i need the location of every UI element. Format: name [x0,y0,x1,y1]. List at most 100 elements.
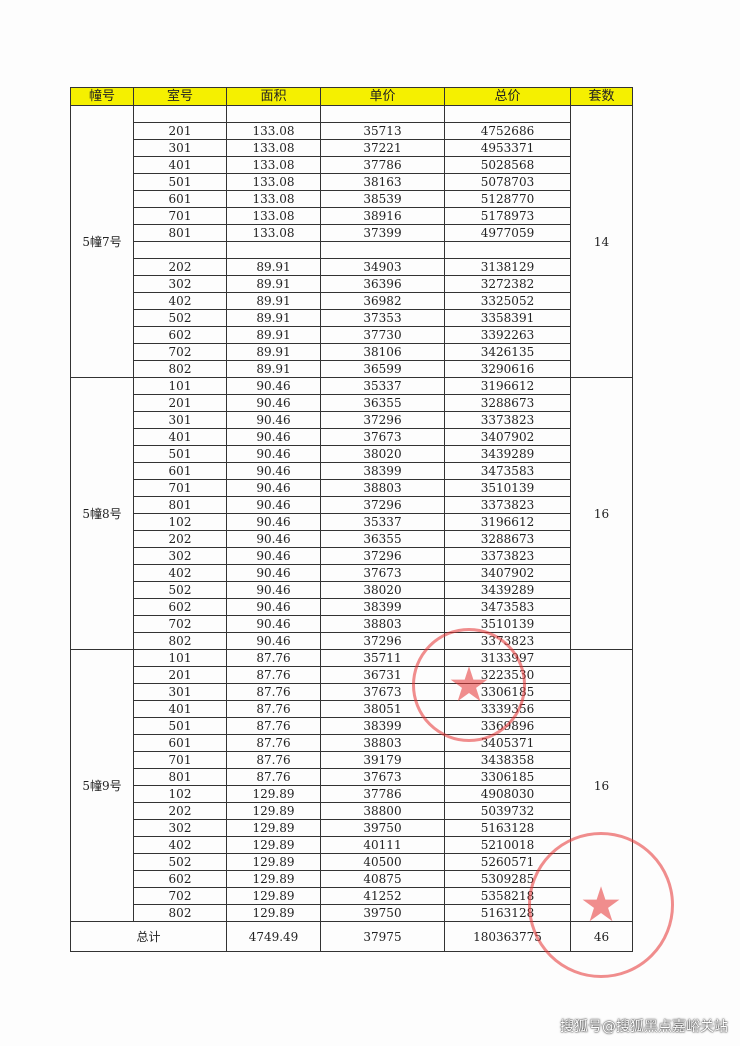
room-cell: 201 [133,122,227,140]
unit-price-cell: 38051 [320,700,445,718]
room-cell: 201 [133,394,227,412]
area-cell: 133.08 [226,122,321,140]
room-cell: 802 [133,632,227,650]
unit-price-cell: 34903 [320,258,445,276]
total-area: 4749.49 [226,921,321,952]
room-cell: 301 [133,139,227,157]
table-row: 402 89.91 36982 3325052 [71,292,633,310]
unit-price-cell: 37399 [320,224,445,242]
room-cell: 402 [133,564,227,582]
unit-price-cell: 36982 [320,292,445,310]
unit-price-cell: 40500 [320,853,445,871]
table-row: 302 90.46 37296 3373823 [71,547,633,565]
total-price-cell: 3373823 [444,496,571,514]
room-cell [133,241,227,259]
table-row: 701 90.46 38803 3510139 [71,479,633,497]
area-cell: 90.46 [226,615,321,633]
total-price-cell: 3439289 [444,445,571,463]
area-cell: 133.08 [226,224,321,242]
room-cell: 701 [133,207,227,225]
room-cell: 801 [133,768,227,786]
total-price-cell: 3325052 [444,292,571,310]
room-cell: 101 [133,377,227,395]
header-total-price: 总价 [444,87,571,106]
unit-price-cell [320,105,445,123]
building-cell: 5幢9号 [70,649,134,922]
table-row: 402 129.89 40111 5210018 [71,836,633,854]
area-cell: 133.08 [226,156,321,174]
total-price-cell: 3272382 [444,275,571,293]
room-cell: 502 [133,309,227,327]
table-row: 301 90.46 37296 3373823 [71,411,633,429]
unit-price-cell: 37730 [320,326,445,344]
total-price-cell: 4752686 [444,122,571,140]
unit-price-cell: 39750 [320,819,445,837]
unit-price-cell: 38106 [320,343,445,361]
table-row: 501 90.46 38020 3439289 [71,445,633,463]
total-price-cell: 3373823 [444,632,571,650]
unit-price-cell: 38803 [320,479,445,497]
total-price-cell: 3473583 [444,598,571,616]
room-cell: 302 [133,275,227,293]
table-row: 301 133.08 37221 4953371 [71,139,633,157]
unit-price-cell: 37673 [320,564,445,582]
area-cell: 87.76 [226,700,321,718]
total-price-cell: 5178973 [444,207,571,225]
unit-price-cell: 37673 [320,428,445,446]
table-row: 201 87.76 36731 3223530 [71,666,633,684]
table-row: 201 133.08 35713 4752686 [71,122,633,140]
header-area: 面积 [226,87,321,106]
table-row: 5幢9号 101 87.76 35711 3133997 16 [70,649,633,922]
total-price-cell: 3223530 [444,666,571,684]
total-unit-price: 37975 [320,921,445,952]
total-price-cell: 3339356 [444,700,571,718]
room-cell: 502 [133,853,227,871]
unit-price-cell: 40111 [320,836,445,854]
table-row: 701 87.76 39179 3438358 [71,751,633,769]
total-price-cell: 5260571 [444,853,571,871]
room-cell: 801 [133,224,227,242]
room-cell: 601 [133,190,227,208]
area-cell: 90.46 [226,411,321,429]
area-cell [226,105,321,123]
table-row: 301 87.76 37673 3306185 [71,683,633,701]
unit-price-cell: 36355 [320,394,445,412]
table-row: 601 133.08 38539 5128770 [71,190,633,208]
unit-price-cell: 36396 [320,275,445,293]
room-cell: 301 [133,411,227,429]
table-row: 702 89.91 38106 3426135 [71,343,633,361]
total-label: 总计 [70,921,227,952]
unit-price-cell [320,241,445,259]
total-price-cell: 3196612 [444,377,571,395]
table-row: 601 87.76 38803 3405371 [71,734,633,752]
total-price-cell: 3407902 [444,428,571,446]
total-price-cell: 5163128 [444,904,571,922]
area-cell: 129.89 [226,819,321,837]
header-room: 室号 [133,87,227,106]
area-cell: 89.91 [226,326,321,344]
total-price-cell: 5210018 [444,836,571,854]
total-price-cell: 3407902 [444,564,571,582]
unit-price-cell: 38539 [320,190,445,208]
area-cell: 89.91 [226,292,321,310]
unit-price-cell: 39750 [320,904,445,922]
room-cell: 201 [133,666,227,684]
total-price-cell: 3392263 [444,326,571,344]
room-cell: 802 [133,904,227,922]
table-row: 5幢8号 101 90.46 35337 3196612 16 [70,377,633,650]
total-price-cell [444,105,571,123]
unit-price-cell: 37673 [320,683,445,701]
unit-price-cell: 36599 [320,360,445,378]
area-cell: 89.91 [226,360,321,378]
area-cell: 90.46 [226,598,321,616]
table-row: 702 90.46 38803 3510139 [71,615,633,633]
watermark: 搜狐号@搜狐黑点嘉峪关站 [560,1019,728,1035]
room-cell: 801 [133,496,227,514]
table-row: 5幢7号 14 [70,105,633,378]
table-row: 302 129.89 39750 5163128 [71,819,633,837]
area-cell: 89.91 [226,275,321,293]
room-cell: 502 [133,581,227,599]
table-row: 801 87.76 37673 3306185 [71,768,633,786]
area-cell: 90.46 [226,513,321,531]
area-cell: 90.46 [226,530,321,548]
